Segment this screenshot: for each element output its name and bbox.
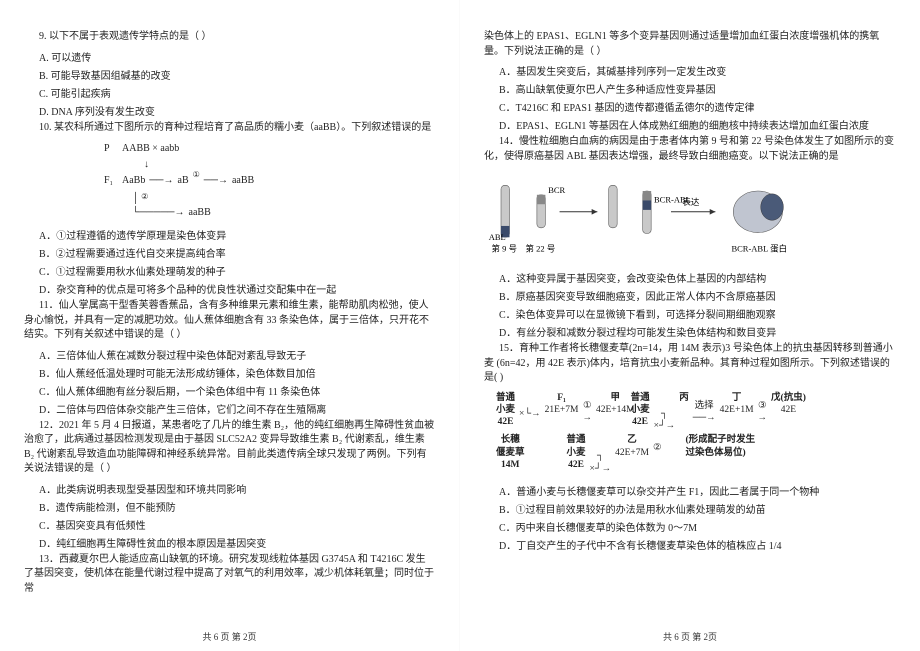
abl-label: ABL [489,232,506,242]
42e-final: 42E [781,405,796,415]
grass: 长穗 偃麦草 14M [496,434,525,471]
q15-opt-c: C．丙中来自长穗偃麦草的染色体数为 0～7M [484,519,896,534]
q12-opt-a: A．此类病说明表现型受基因型和环境共同影响 [24,481,435,496]
plain-wheat-3: 普通 小麦 42E [567,434,586,471]
path1-end: aaBB [232,173,254,189]
proc2: ② [653,443,662,453]
step3-bing: 丙 [679,393,689,403]
q11-opt-b: B．仙人蕉经低温处理时可能无法形成纺锤体，染色体数目加倍 [24,365,435,380]
q10-stem: 10. 某农科所通过下图所示的育种过程培育了高品质的糯小麦（aaBB）。下列叙述… [24,121,435,136]
q15-opt-b: B．①过程目前效果较好的办法是用秋水仙素处理萌发的幼苗 [484,501,896,516]
chr22-label: 第 22 号 [526,243,556,253]
proc1: ① [583,401,592,411]
plain-wheat-1: 普通 小麦 42E [496,392,515,429]
q14-opt-b: B．原癌基因突变导致细胞癌变，因此正常人体内不含原癌基因 [484,288,896,303]
sel: 选择 [695,401,714,411]
f1-label: F₁ [104,173,118,189]
q9-opt-d: D. DNA 序列没有发生改变 [24,103,435,118]
plain-wheat-2: 普通 小麦 42E [631,392,650,429]
f1-label-2: F₁ [557,393,566,403]
note: (形成配子时发生 过染色体易位) [686,434,756,459]
proc3: ③ [758,401,767,411]
f1-geno: AaBb [122,173,145,189]
q12-stem: 12．2021 年 5 月 4 日报道，某患者吃了几片的维生素 B₂，他的纯红细… [24,419,435,477]
q14-opt-a: A．这种变异属于基因突变，会改变染色体上基因的内部结构 [484,270,896,285]
q9-opt-b: B. 可能导致基因组碱基的改变 [24,67,435,82]
q11-stem: 11．仙人掌属高干型香芙蓉香蕉品，含有多种维果元素和维生素，能帮助肌肉松弛，使人… [24,299,435,343]
q15-opt-a: A．普通小麦与长穗偃麦草可以杂交并产生 F1，因此二者属于同一个物种 [484,483,896,498]
left-column: 9. 以下不属于表观遗传学特点的是（ ） A. 可以遗传 B. 可能导致基因组碱… [0,0,460,651]
protein-label: BCR-ABL 蛋白 [731,243,787,253]
circle2: ② [141,191,148,204]
21e7m: 21E+7M [545,405,579,415]
q13-opt-d: D．EPAS1、EGLN1 等基因在人体成熟红细胞的细胞核中持续表达增加血红蛋白… [484,117,896,132]
q15-wheat-diagram: 普通 小麦 42E ×└→ F₁ 21E+7M ①→ 甲 42E+14M 普通 … [494,392,886,475]
q15-stem: 15．育种工作者将长穗偃麦草(2n=14，用 14M 表示)3 号染色体上的抗虫… [484,342,896,386]
footer-left: 共 6 页 第 2页 [0,630,459,643]
q9-stem: 9. 以下不属于表观遗传学特点的是（ ） [24,30,435,45]
q13-opt-b: B．高山缺氧使夏尔巴人产生多种适应性变异基因 [484,81,896,96]
q14-opt-c: C．染色体变异可以在显微镜下看到，可选择分裂间期细胞观察 [484,306,896,321]
path2-end: aaBB [189,205,211,221]
q14-stem: 14．慢性粒细胞白血病的病因是由于患者体内第 9 号和第 22 号染色体发生了如… [484,135,896,164]
parents: AABB × aabb [122,141,179,157]
q11-opt-a: A．三倍体仙人蕉在减数分裂过程中染色体配对紊乱导致无子 [24,347,435,362]
path1-ab: aB [178,173,189,189]
step2-yi: 乙 [627,435,637,445]
q10-diagram: P AABB × aabb ↓ F₁ AaBb ──→ aB ① ──→ aaB… [104,141,435,221]
right-column: 染色体上的 EPAS1、EGLN1 等多个变异基因则通过适量增加血红蛋白浓度增强… [460,0,920,651]
q11-opt-d: D．二倍体与四倍体杂交能产生三倍体，它们之间不存在生殖隔离 [24,401,435,416]
chr9-label: 第 9 号 [492,243,518,253]
q10-opt-c: C．①过程需要用秋水仙素处理萌发的种子 [24,263,435,278]
step5-wu: 戊(抗虫) [771,393,806,403]
q10-opt-d: D．杂交育种的优点是可将多个品种的优良性状通过交配集中在一起 [24,281,435,296]
q9-opt-c: C. 可能引起疾病 [24,85,435,100]
q10-opt-b: B．②过程需要通过连代自交来提高纯合率 [24,245,435,260]
circle1: ① [193,169,200,182]
q12-opt-c: C．基因突变具有低频性 [24,517,435,532]
q13-opt-c: C．T4216C 和 EPAS1 基因的遗传都遵循孟德尔的遗传定律 [484,99,896,114]
q15-opt-d: D．丁自交产生的子代中不含有长穗偃麦草染色体的植株应占 1/4 [484,537,896,552]
bcr-label: BCR [548,185,565,195]
step4-ding: 丁 [732,393,742,403]
q11-opt-c: C．仙人蕉体细胞有丝分裂后期，一个染色体组中有 11 条染色体 [24,383,435,398]
step1-jia: 甲 [611,393,621,403]
q9-opt-a: A. 可以遗传 [24,49,435,64]
p-label: P [104,141,118,157]
q13-cont-stem: 染色体上的 EPAS1、EGLN1 等多个变异基因则通过适量增加血红蛋白浓度增强… [484,30,896,59]
footer-right: 共 6 页 第 2页 [460,630,920,643]
42e1m: 42E+1M [720,405,754,415]
express-label: 表达 [682,197,700,207]
exam-page: 9. 以下不属于表观遗传学特点的是（ ） A. 可以遗传 B. 可能导致基因组碱… [0,0,920,651]
q13-stem-part1: 13．西藏夏尔巴人能适应高山缺氧的环境。研究发现线粒体基因 G3745A 和 T… [24,553,435,597]
q14-chromosome-diagram: ABL 第 9 号 BCR 第 22 号 BCR-ABL 表达 BCR-ABL … [484,174,824,259]
q12-opt-d: D．纯红细胞再生障碍性贫血的根本原因是基因突变 [24,535,435,550]
q12-opt-b: B．遗传病能检测，但不能预防 [24,499,435,514]
q10-opt-a: A．①过程遵循的遗传学原理是染色体变异 [24,227,435,242]
q13-opt-a: A．基因发生突变后，其碱基排列序列一定发生改变 [484,63,896,78]
42e14m: 42E+14M [596,405,635,415]
q14-opt-d: D．有丝分裂和减数分裂过程均可能发生染色体结构和数目变异 [484,324,896,339]
42e7m: 42E+7M [615,448,649,458]
